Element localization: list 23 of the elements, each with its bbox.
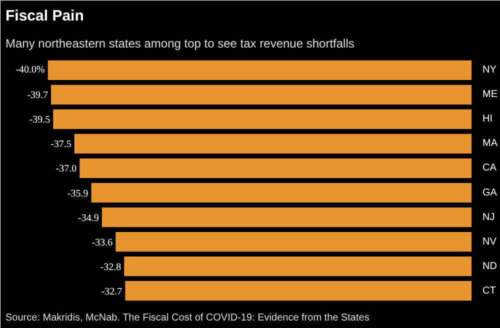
data-label: -34.9 xyxy=(78,212,99,224)
data-label: -37.0 xyxy=(56,164,77,175)
data-label: -39.7 xyxy=(27,90,48,102)
data-label: -32.7 xyxy=(101,286,122,298)
y-tick-label: CT xyxy=(482,285,496,296)
y-tick-label: HI xyxy=(482,114,492,125)
chart-title: Fiscal Pain xyxy=(6,8,84,24)
data-label: -37.5 xyxy=(50,139,72,150)
data-label: -40.0% xyxy=(16,64,45,76)
y-tick-label: GA xyxy=(482,187,498,198)
y-tick-label: NV xyxy=(482,236,497,248)
y-tick-label: ND xyxy=(482,260,497,272)
y-tick-label: NY xyxy=(482,64,497,76)
y-tick-label: ME xyxy=(482,89,498,100)
chart-subtitle: Many northeastern states among top to see tax revenue shortfalls xyxy=(6,36,354,50)
data-label: -35.9 xyxy=(67,188,88,200)
data-label: -39.5 xyxy=(29,114,50,126)
y-tick-label: CA xyxy=(482,162,497,174)
y-tick-label: NJ xyxy=(482,212,495,223)
data-label: -33.6 xyxy=(92,237,113,248)
data-label: -32.8 xyxy=(100,262,122,273)
source-note: Source: Makridis, McNab. The Fiscal Cost of COVID-19: Evidence from the States xyxy=(6,312,370,324)
y-tick-label: MA xyxy=(482,138,498,150)
